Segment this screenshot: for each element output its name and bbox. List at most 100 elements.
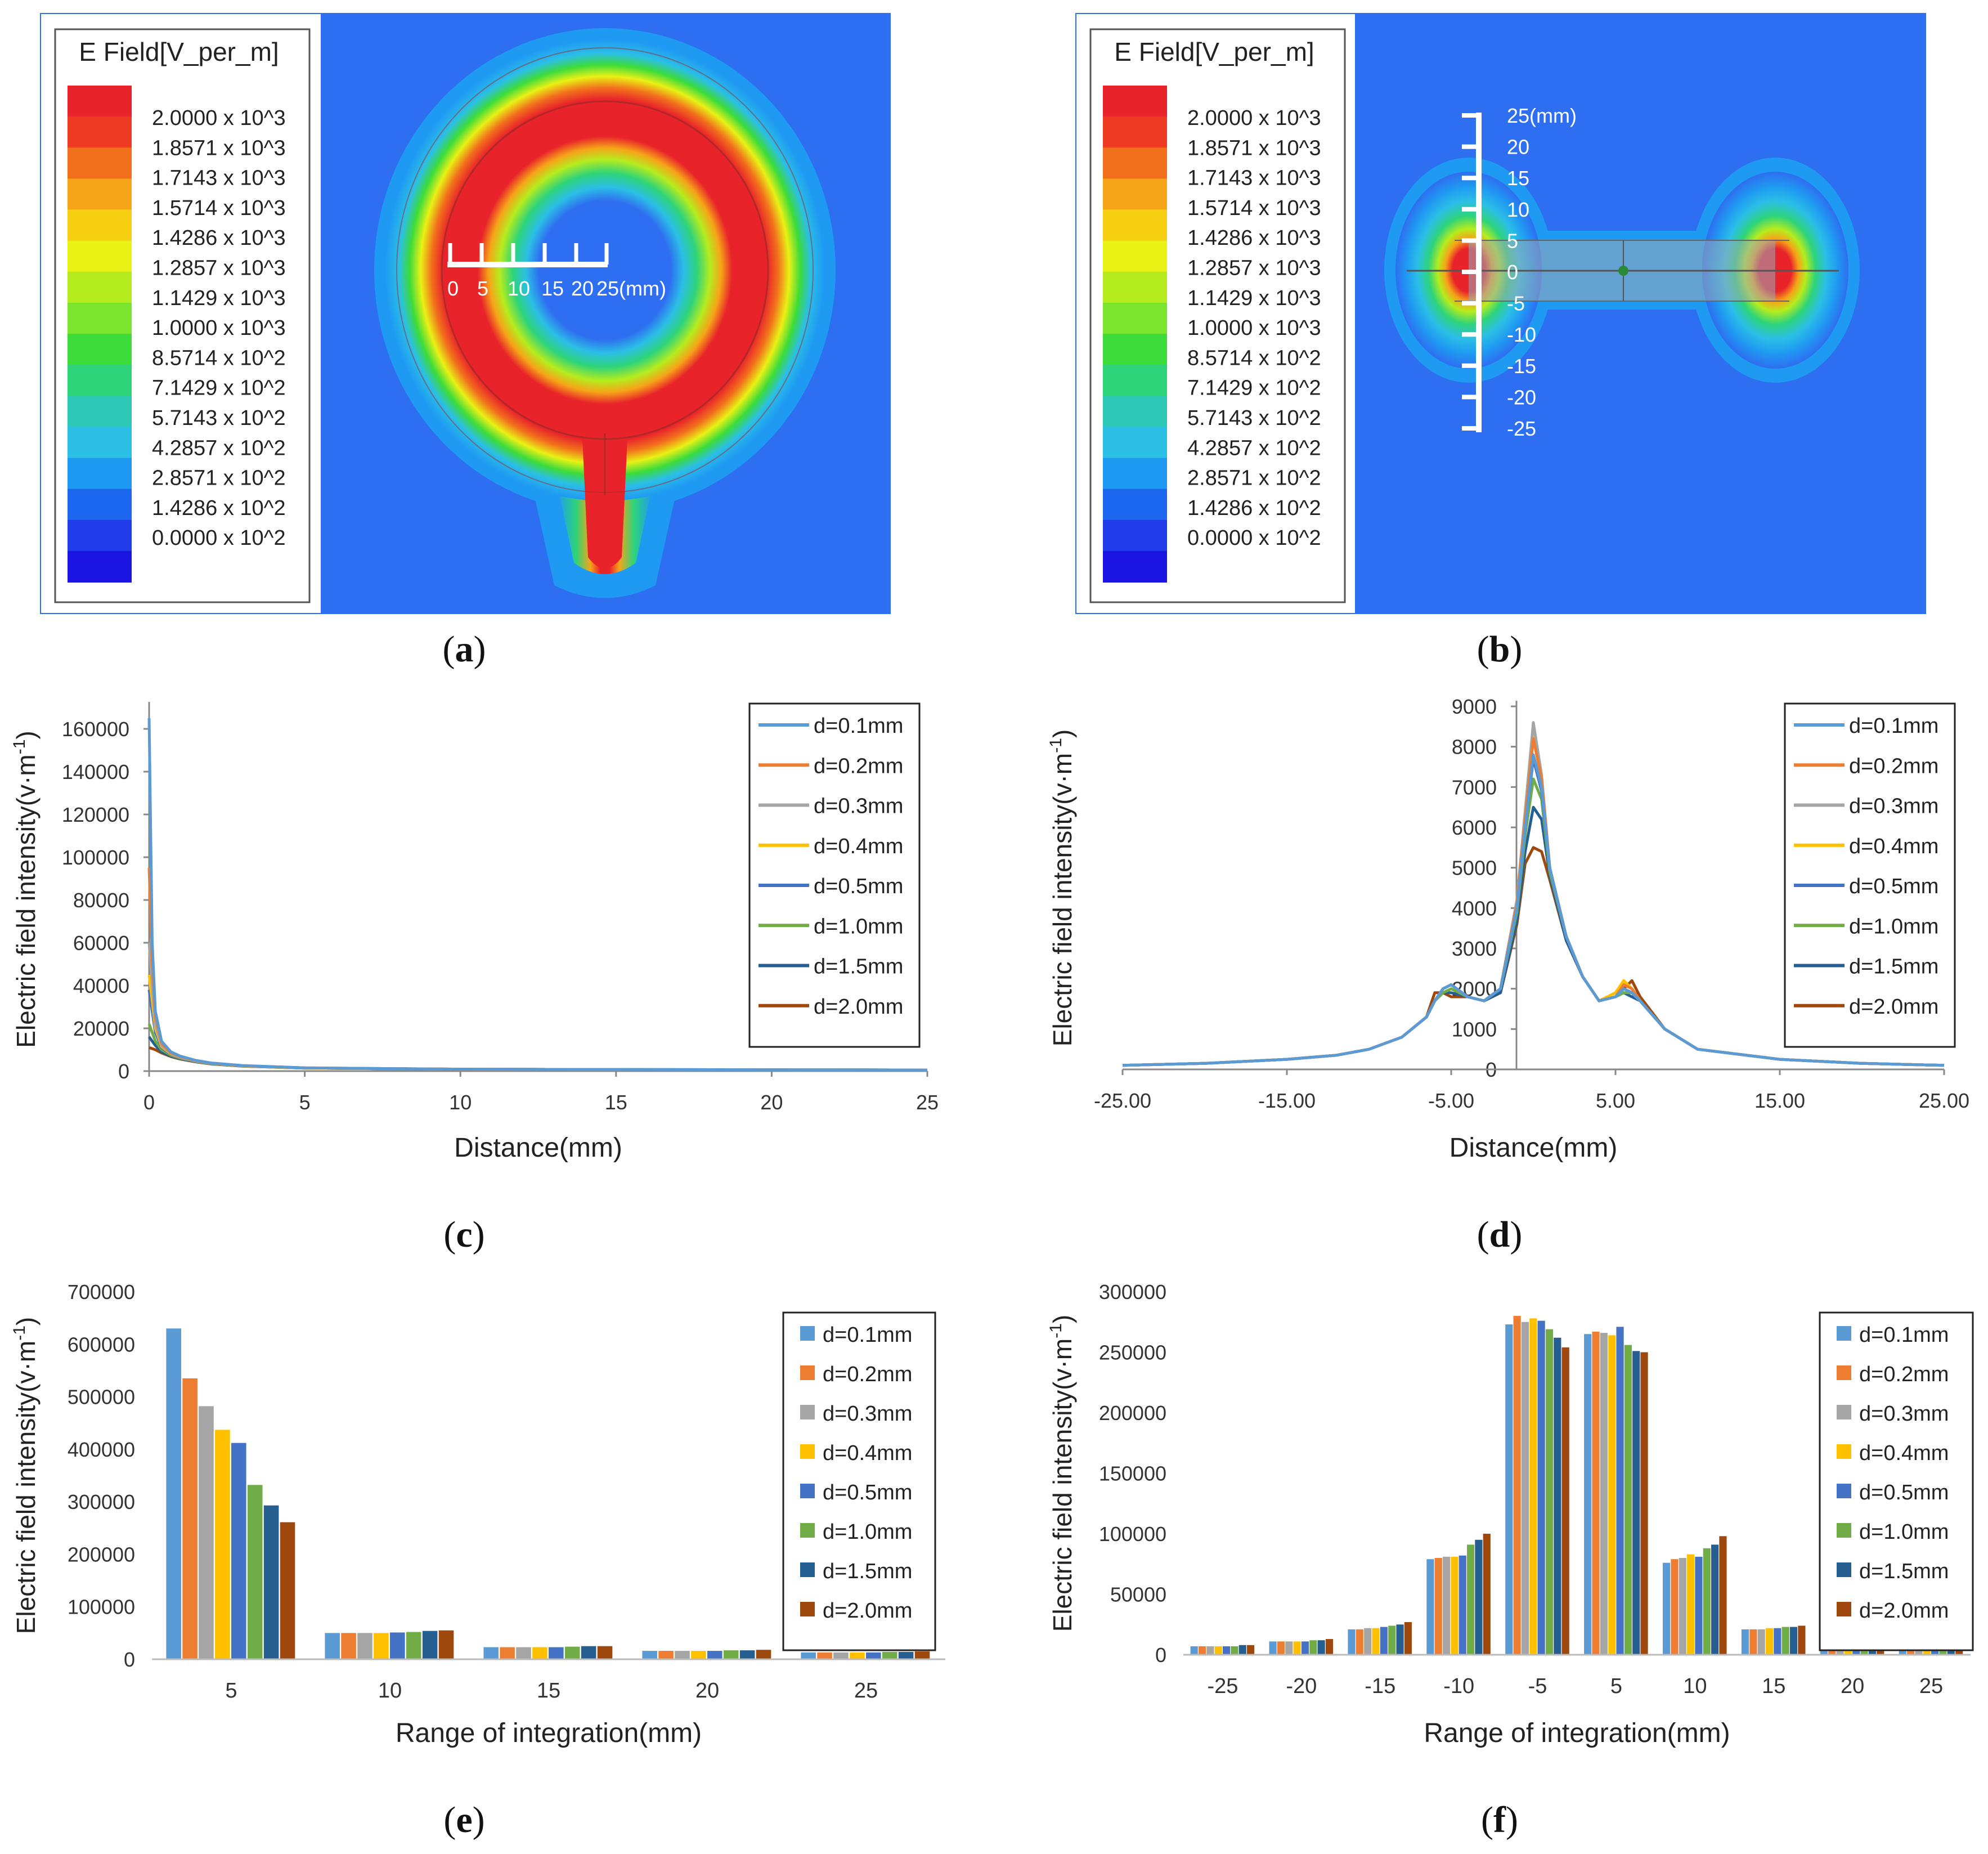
legend-entry: d=0.4mm	[823, 1441, 912, 1465]
y-tick-label: 250000	[1099, 1341, 1166, 1364]
a-legend-value: 2.8571 x 10^2	[152, 467, 286, 490]
bar-d=0.5mm-25	[866, 1652, 881, 1659]
legend-swatch-d=1.0mm	[1837, 1523, 1851, 1538]
panel-b-legend-title: E Field[V_per_m]	[1114, 37, 1314, 66]
x-axis-label: Range of integration(mm)	[1424, 1718, 1730, 1748]
panel-b-label: (b)	[1477, 629, 1523, 670]
bar-d=1.0mm-20	[723, 1650, 739, 1659]
bar-d=1.0mm--25	[1231, 1646, 1238, 1655]
panel-f-label: (f)	[1481, 1799, 1518, 1840]
b-legend-swatch-11	[1103, 427, 1167, 459]
bar-d=2.0mm-15	[597, 1646, 613, 1659]
x-tick-label: -15	[1365, 1674, 1395, 1698]
bar-d=1.0mm--15	[1388, 1625, 1396, 1655]
panel-a-legend-title: E Field[V_per_m]	[79, 37, 279, 66]
legend-entry: d=1.5mm	[814, 955, 903, 979]
legend-entry: d=0.5mm	[1849, 875, 1938, 898]
bar-d=0.4mm--15	[1372, 1628, 1380, 1655]
y-tick-label: 60000	[73, 932, 129, 955]
a-legend-value: 1.7143 x 10^3	[152, 167, 286, 190]
legend-entry: d=0.5mm	[1859, 1481, 1949, 1504]
y-tick-label: 3000	[1452, 937, 1497, 960]
bar-d=0.1mm-15	[1741, 1629, 1749, 1655]
y-tick-label: 140000	[62, 760, 129, 783]
bar-d=0.5mm--25	[1222, 1646, 1231, 1655]
panel-a-scale-label: 10	[508, 277, 530, 300]
bar-d=2.0mm-5	[280, 1522, 295, 1659]
b-legend-swatch-13	[1103, 489, 1167, 521]
bar-d=0.2mm-5	[1592, 1331, 1600, 1655]
bar-d=1.5mm--25	[1238, 1645, 1246, 1655]
legend-swatch-d=2.0mm	[800, 1602, 815, 1616]
legend-entry: d=0.4mm	[814, 835, 903, 858]
b-legend-value: 1.5714 x 10^3	[1187, 196, 1321, 220]
y-axis-label-close: )	[11, 731, 41, 739]
series-line-d=0.1mm	[147, 718, 928, 1072]
legend-swatch-d=0.1mm	[800, 1326, 815, 1341]
bar-d=1.5mm--10	[1475, 1539, 1483, 1655]
y-tick-label: 600000	[68, 1333, 135, 1356]
x-tick-label: 20	[695, 1679, 719, 1703]
bar-d=1.5mm-15	[1789, 1627, 1798, 1655]
bar-d=1.0mm-15	[564, 1646, 580, 1659]
y-tick-label: 6000	[1452, 816, 1497, 839]
x-tick-label: 20	[1841, 1674, 1864, 1698]
a-legend-swatch-1	[68, 117, 132, 149]
bar-d=1.5mm-10	[422, 1631, 438, 1659]
bar-d=0.5mm-10	[390, 1632, 405, 1659]
y-tick-label: 150000	[1099, 1462, 1166, 1485]
panel-b-scale-label: 5	[1507, 229, 1518, 252]
b-legend-value: 0.0000 x 10^2	[1187, 526, 1321, 550]
bar-d=1.0mm-10	[1703, 1548, 1711, 1655]
panel-b-scale-label: -25	[1507, 417, 1536, 440]
legend-entry: d=1.0mm	[814, 915, 903, 938]
b-legend-swatch-2	[1103, 147, 1167, 180]
legend-entry: d=0.4mm	[1859, 1441, 1949, 1465]
bar-d=0.3mm--15	[1364, 1628, 1372, 1655]
y-tick-label: 0	[1155, 1643, 1166, 1667]
bar-d=2.0mm-5	[1640, 1352, 1648, 1655]
legend-swatch-d=1.0mm	[800, 1523, 815, 1538]
bar-d=0.1mm-5	[1584, 1334, 1592, 1655]
legend-entry: d=0.1mm	[823, 1323, 912, 1347]
a-legend-value: 1.4286 x 10^2	[152, 496, 286, 520]
b-legend-swatch-14	[1103, 520, 1167, 552]
x-tick-label: 5	[299, 1091, 311, 1114]
bar-d=0.2mm--5	[1513, 1316, 1521, 1655]
bar-d=0.3mm-15	[516, 1647, 531, 1659]
y-tick-label: 400000	[68, 1438, 135, 1461]
legend-entry: d=1.5mm	[823, 1560, 912, 1583]
bar-d=1.0mm-5	[1624, 1345, 1632, 1655]
bar-d=2.0mm--10	[1483, 1534, 1491, 1655]
legend-swatch-d=0.5mm	[800, 1484, 815, 1498]
b-legend-swatch-0	[1103, 86, 1167, 118]
panel-a-legend: E Field[V_per_m] 2.0000 x 10^3 1.8571 x 1…	[54, 28, 311, 603]
y-tick-label: 8000	[1452, 736, 1497, 759]
panel-b-legend: E Field[V_per_m] 2.0000 x 10^3 1.8571 x 1…	[1089, 28, 1346, 603]
y-tick-label: 4000	[1452, 897, 1497, 920]
series-line-d=0.1mm	[1122, 753, 1945, 1067]
y-tick-label: 40000	[73, 974, 129, 997]
x-tick-label: 15	[1762, 1674, 1785, 1698]
bar-d=0.2mm-10	[1671, 1559, 1679, 1655]
x-tick-label: 25	[916, 1091, 939, 1114]
b-legend-value: 7.1429 x 10^2	[1187, 377, 1321, 400]
bar-d=0.4mm-5	[215, 1430, 230, 1659]
legend-swatch-d=0.3mm	[800, 1405, 815, 1419]
chart-d: 0100020003000400050006000700080009000-25…	[1047, 695, 1969, 1163]
legend-entry: d=0.2mm	[1859, 1363, 1949, 1386]
a-legend-value: 1.8571 x 10^3	[152, 136, 286, 160]
a-legend-swatch-5	[68, 240, 132, 272]
x-tick-label: -25.00	[1094, 1089, 1151, 1112]
bar-d=2.0mm-10	[1719, 1536, 1727, 1655]
b-legend-swatch-12	[1103, 458, 1167, 490]
bar-d=1.5mm--5	[1554, 1337, 1561, 1655]
legend-entry: d=0.2mm	[1849, 754, 1938, 778]
bar-d=2.0mm--25	[1246, 1645, 1255, 1655]
b-legend-value: 1.0000 x 10^3	[1187, 316, 1321, 340]
legend-swatch-d=0.3mm	[1837, 1405, 1851, 1419]
x-tick-label: -20	[1286, 1674, 1317, 1698]
bar-d=0.1mm--25	[1190, 1646, 1198, 1655]
y-tick-label: 80000	[73, 889, 129, 912]
